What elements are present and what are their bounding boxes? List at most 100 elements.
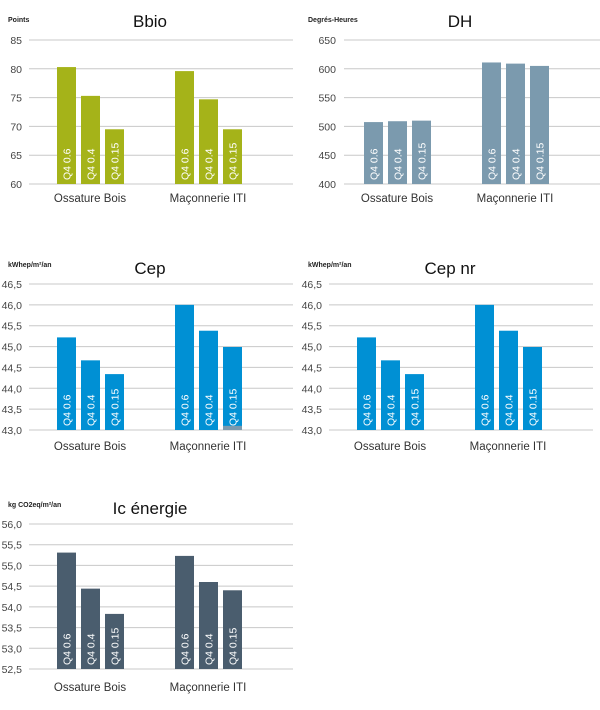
bar <box>223 129 242 184</box>
bar-label: Q4 0.6 <box>62 148 74 180</box>
y-tick-label: 44,0 <box>302 383 323 395</box>
y-tick-label: 43,0 <box>302 425 323 437</box>
x-category-label: Ossature Bois <box>54 682 126 694</box>
bar <box>199 582 218 669</box>
chart-svg: Degrés-Heures DH 400 450 500 550 600 650 Q4 0.6 Q… <box>308 12 600 205</box>
chart-cep: kWhep/m²/an Cep 43,0 43,5 44,0 44,5 45,0 45,5 46… <box>0 250 300 470</box>
y-tick-label: 70 <box>10 121 22 133</box>
bar-label: Q4 0.4 <box>86 633 98 665</box>
bar-label: Q4 0.15 <box>228 627 240 665</box>
y-tick-label: 65 <box>10 150 22 162</box>
y-tick-label: 400 <box>318 179 336 191</box>
bar-label: Q4 0.15 <box>417 142 429 180</box>
bar <box>405 374 424 430</box>
bar-label: Q4 0.15 <box>228 142 240 180</box>
chart-title: Bbio <box>133 12 167 31</box>
bar <box>223 346 242 430</box>
bar-label: Q4 0.15 <box>535 142 547 180</box>
bar <box>57 67 76 184</box>
chart-dh: Degrés-Heures DH 400 450 500 550 600 650 Q4 0.6 Q… <box>300 0 600 220</box>
bar-label: Q4 0.4 <box>386 394 398 426</box>
y-axis-unit-label: kWhep/m²/an <box>8 262 52 269</box>
y-tick-label: 54,5 <box>2 581 23 593</box>
y-tick-label: 55,0 <box>2 560 23 572</box>
y-tick-label: 80 <box>10 64 22 76</box>
bar <box>81 95 100 184</box>
bar <box>175 555 194 669</box>
chart-svg: Points Bbio 60 65 70 75 80 85 Q4 0.6 Q4 0.4 Q4 0.1… <box>8 12 293 205</box>
x-category-label: Maçonnerie ITI <box>477 193 554 205</box>
bar-label: Q4 0.15 <box>228 388 240 426</box>
y-axis-unit-label: Points <box>8 17 29 24</box>
y-tick-label: 75 <box>10 93 22 105</box>
bar-label: Q4 0.15 <box>528 388 540 426</box>
chart-title: Ic énergie <box>113 499 188 518</box>
bar-label: Q4 0.6 <box>180 394 192 426</box>
y-axis-unit-label: kg CO2eq/m²/an <box>8 502 61 509</box>
bar <box>412 120 431 184</box>
y-tick-label: 46,0 <box>2 300 23 312</box>
bar-label: Q4 0.4 <box>204 148 216 180</box>
bar <box>105 129 124 184</box>
bar <box>175 304 194 430</box>
bar <box>199 99 218 184</box>
y-tick-label: 60 <box>10 179 22 191</box>
bar <box>81 360 100 430</box>
bar <box>499 330 518 430</box>
bar-label: Q4 0.15 <box>110 142 122 180</box>
x-category-label: Maçonnerie ITI <box>170 682 247 694</box>
bar <box>523 346 542 430</box>
y-tick-label: 52,5 <box>2 664 23 676</box>
chart-svg: kWhep/m²/an Cep nr 43,0 43,5 44,0 44,5 45,0 45,… <box>302 259 593 453</box>
bar <box>105 613 124 669</box>
chart-title: Cep <box>134 259 165 278</box>
bar-label: Q4 0.6 <box>480 394 492 426</box>
bar <box>175 71 194 184</box>
y-tick-label: 53,5 <box>2 623 23 635</box>
y-tick-label: 56,0 <box>2 519 23 531</box>
bar-label: Q4 0.4 <box>511 148 523 180</box>
chart-svg: kg CO2eq/m²/an Ic énergie 52,5 53,0 53,5 54,0… <box>2 499 293 694</box>
y-tick-label: 600 <box>318 64 336 76</box>
y-tick-label: 53,0 <box>2 643 23 655</box>
bar-label: Q4 0.4 <box>204 394 216 426</box>
bar <box>506 63 525 185</box>
x-category-label: Ossature Bois <box>54 193 126 205</box>
y-axis-unit-label: Degrés-Heures <box>308 17 358 24</box>
y-tick-label: 44,5 <box>302 362 323 374</box>
bar <box>482 62 501 184</box>
x-category-label: Maçonnerie ITI <box>170 193 247 205</box>
bar <box>381 360 400 430</box>
y-tick-label: 46,5 <box>2 279 23 291</box>
bar-label: Q4 0.6 <box>62 633 74 665</box>
bar-label: Q4 0.6 <box>180 148 192 180</box>
bar-label: Q4 0.6 <box>369 148 381 180</box>
bar-label: Q4 0.6 <box>487 148 499 180</box>
chart-title: Cep nr <box>424 259 475 278</box>
bar-label: Q4 0.15 <box>110 388 122 426</box>
y-tick-label: 43,0 <box>2 425 23 437</box>
bar <box>57 552 76 669</box>
bar-secondary-segment <box>223 425 242 430</box>
bar-label: Q4 0.4 <box>204 633 216 665</box>
bar-label: Q4 0.4 <box>393 148 405 180</box>
y-tick-label: 46,0 <box>302 300 323 312</box>
y-tick-label: 44,5 <box>2 362 23 374</box>
y-tick-label: 450 <box>318 150 336 162</box>
y-tick-label: 44,0 <box>2 383 23 395</box>
y-axis-unit-label: kWhep/m²/an <box>308 262 352 269</box>
bar-label: Q4 0.6 <box>62 394 74 426</box>
bar <box>475 304 494 430</box>
y-tick-label: 54,0 <box>2 602 23 614</box>
bar <box>199 330 218 430</box>
y-tick-label: 650 <box>318 35 336 47</box>
x-category-label: Maçonnerie ITI <box>470 441 547 453</box>
y-tick-label: 45,0 <box>2 342 23 354</box>
chart-svg: kWhep/m²/an Cep 43,0 43,5 44,0 44,5 45,0 45,5 46… <box>2 259 293 453</box>
bar-label: Q4 0.6 <box>362 394 374 426</box>
y-tick-label: 46,5 <box>302 279 323 291</box>
bar <box>530 65 549 184</box>
x-category-label: Ossature Bois <box>54 441 126 453</box>
y-tick-label: 550 <box>318 93 336 105</box>
x-category-label: Ossature Bois <box>361 193 433 205</box>
